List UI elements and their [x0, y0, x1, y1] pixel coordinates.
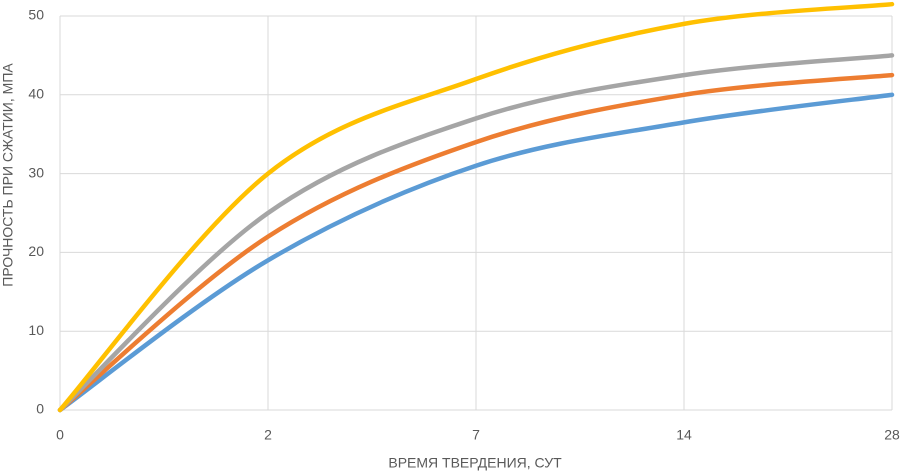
y-axis-label: ПРОЧНОСТЬ ПРИ СЖАТИИ, МПА [0, 63, 16, 287]
x-tick-label: 0 [56, 427, 64, 443]
series-line [57, 92, 895, 413]
y-tick-label: 0 [36, 401, 44, 417]
x-tick-label: 28 [884, 427, 900, 443]
series-line [57, 1, 895, 413]
y-tick-label: 10 [28, 322, 44, 338]
y-tick-label: 20 [28, 243, 44, 259]
x-tick-label: 7 [472, 427, 480, 443]
x-axis-label: ВРЕМЯ ТВЕРДЕНИЯ, СУТ [388, 455, 562, 471]
series-line [57, 53, 895, 413]
y-tick-label: 40 [28, 86, 44, 102]
series-line [57, 72, 895, 413]
y-tick-label: 50 [28, 7, 44, 23]
y-tick-label: 30 [28, 164, 44, 180]
x-tick-label: 2 [264, 427, 272, 443]
x-tick-label: 14 [676, 427, 692, 443]
